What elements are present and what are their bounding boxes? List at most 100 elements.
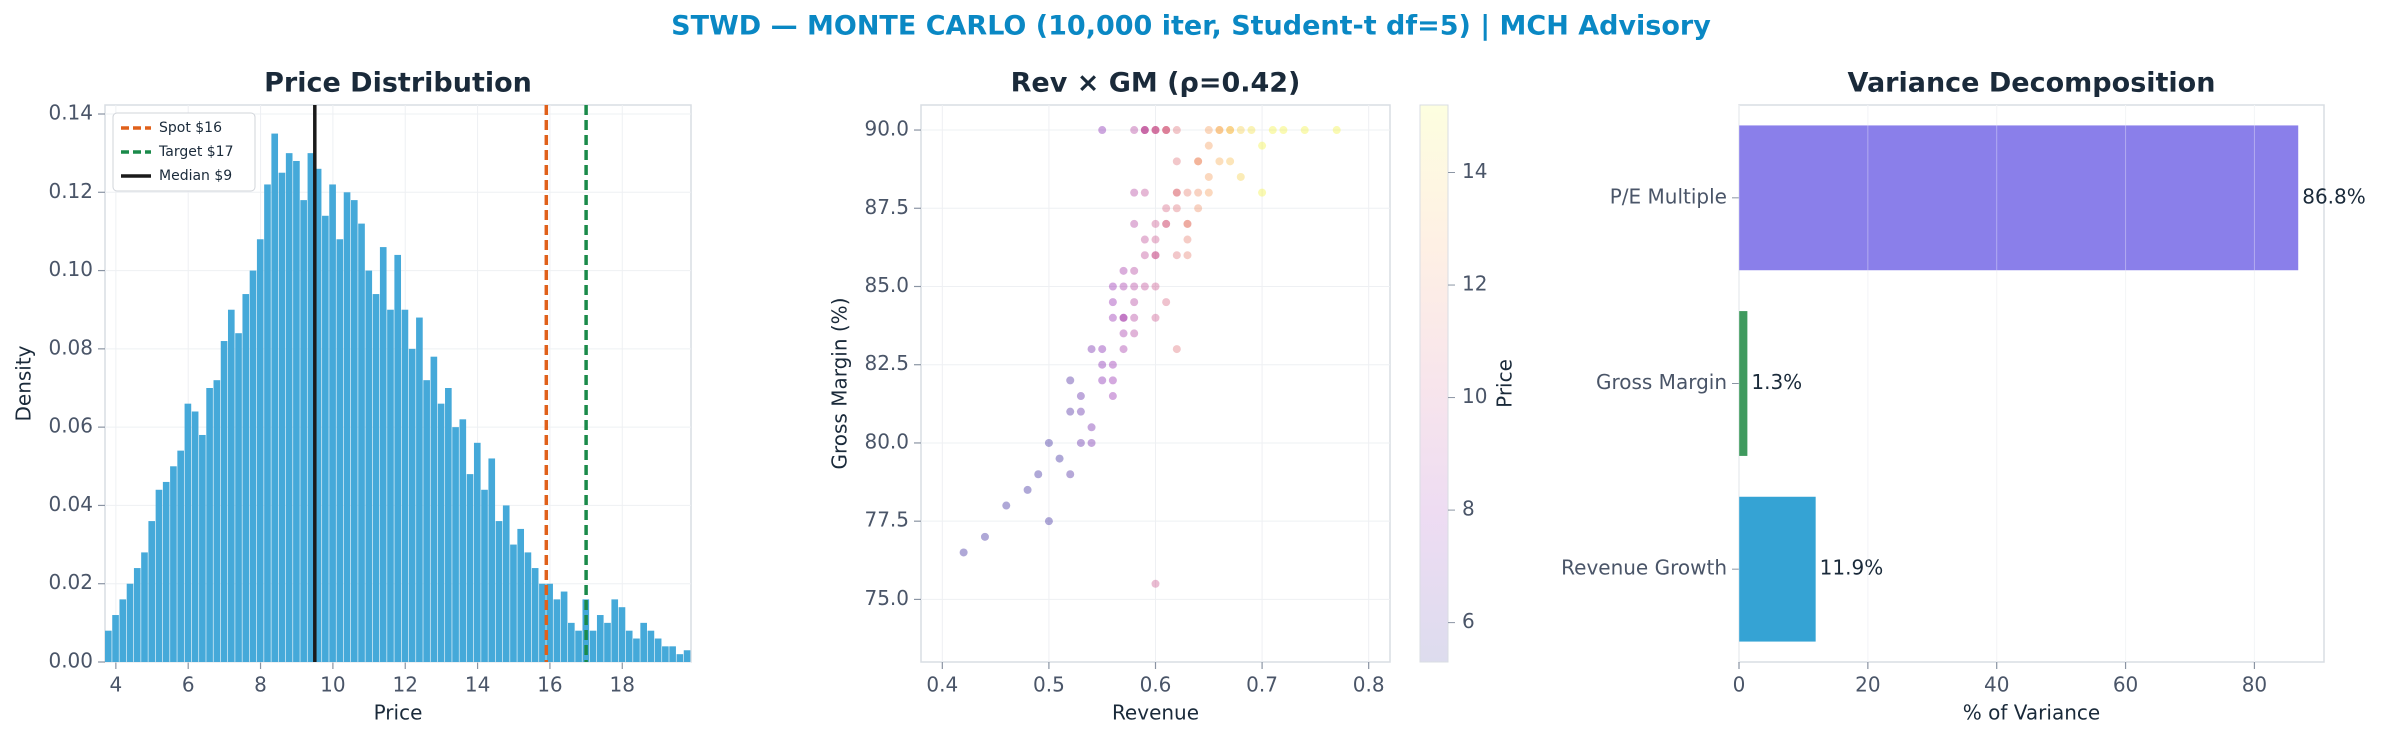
legend-label: Target $17 xyxy=(158,144,233,160)
bar xyxy=(235,333,242,662)
point xyxy=(1226,126,1235,135)
bar xyxy=(445,388,452,662)
point xyxy=(1300,126,1309,135)
bar xyxy=(184,403,192,662)
bar xyxy=(495,521,503,662)
point xyxy=(1204,126,1213,135)
x-tick-label: 0 xyxy=(1733,673,1746,697)
x-tick-label: 14 xyxy=(465,673,490,697)
point xyxy=(1098,376,1107,385)
bar xyxy=(314,168,322,662)
point xyxy=(1151,235,1160,244)
bar xyxy=(618,607,626,662)
x-tick-label: 0.4 xyxy=(926,673,958,697)
point xyxy=(1172,204,1181,213)
point xyxy=(1076,392,1085,401)
point xyxy=(1172,126,1181,135)
x-tick-label: 8 xyxy=(254,673,267,697)
x-tick-label: 0.5 xyxy=(1033,673,1065,697)
colorbar-tick-label: 10 xyxy=(1462,384,1487,408)
point xyxy=(1108,392,1117,401)
point xyxy=(1172,157,1181,166)
point xyxy=(1162,219,1171,228)
bar xyxy=(539,583,546,662)
colorbar-tick-label: 12 xyxy=(1462,272,1487,296)
value-label: 86.8% xyxy=(2302,184,2366,208)
y-tick-label: Revenue Growth xyxy=(1561,556,1727,580)
point xyxy=(1098,345,1107,354)
point xyxy=(1130,219,1139,228)
bar xyxy=(329,184,336,662)
bar xyxy=(285,153,293,663)
point xyxy=(1247,126,1256,135)
point xyxy=(1108,360,1117,369)
legend-label: Median $9 xyxy=(159,168,232,184)
bar xyxy=(408,348,416,662)
point xyxy=(1151,126,1160,135)
x-tick-label: 4 xyxy=(109,673,122,697)
point xyxy=(1162,126,1171,135)
point xyxy=(1130,188,1139,197)
bar xyxy=(170,466,177,662)
colorbar-tick-label: 6 xyxy=(1462,609,1475,633)
bar xyxy=(647,630,655,662)
point xyxy=(1162,298,1171,307)
bar xyxy=(343,192,351,662)
point xyxy=(1087,345,1096,354)
bar xyxy=(466,474,474,662)
x-tick-label: 60 xyxy=(2113,673,2138,697)
y-axis-label: Density xyxy=(12,345,36,421)
bar xyxy=(256,239,264,662)
x-axis-label: Revenue xyxy=(1112,701,1199,725)
bar xyxy=(437,403,445,662)
bar xyxy=(676,654,684,662)
point xyxy=(959,548,968,557)
bar xyxy=(155,489,163,662)
point xyxy=(1204,141,1213,150)
bar xyxy=(502,505,510,662)
bar xyxy=(191,411,199,662)
point xyxy=(1172,251,1181,260)
bar xyxy=(162,481,170,662)
point xyxy=(1226,126,1235,135)
x-tick-label: 20 xyxy=(1855,673,1880,697)
x-tick-label: 16 xyxy=(537,673,562,697)
legend xyxy=(112,112,256,192)
point xyxy=(1172,345,1181,354)
bar xyxy=(452,427,459,662)
point xyxy=(1151,313,1160,322)
y-tick-label: Gross Margin xyxy=(1596,370,1727,394)
point xyxy=(1332,126,1341,135)
point xyxy=(1140,282,1149,291)
bar xyxy=(293,160,300,662)
value-label: 11.9% xyxy=(1820,556,1884,580)
bar xyxy=(625,630,633,662)
point xyxy=(1066,376,1075,385)
x-axis-label: Price xyxy=(374,701,423,725)
point xyxy=(1130,266,1139,275)
point xyxy=(1119,313,1128,322)
x-tick-label: 18 xyxy=(610,673,635,697)
point xyxy=(1194,157,1203,166)
point xyxy=(1108,298,1117,307)
bar xyxy=(1739,496,1816,642)
bar xyxy=(358,223,365,663)
point xyxy=(1215,126,1224,135)
point xyxy=(1140,126,1149,135)
point xyxy=(1076,407,1085,416)
point xyxy=(1066,470,1075,479)
bar xyxy=(242,294,250,662)
bar xyxy=(669,646,676,662)
bar xyxy=(481,489,488,662)
bar xyxy=(683,650,691,662)
point xyxy=(1119,282,1128,291)
bar xyxy=(1739,125,2299,271)
point xyxy=(1215,157,1224,166)
point xyxy=(1162,204,1171,213)
point xyxy=(1140,126,1149,135)
bar xyxy=(336,239,344,662)
bar xyxy=(517,528,525,662)
y-tick-label: 87.5 xyxy=(864,195,909,219)
y-tick-label: 0.08 xyxy=(48,335,93,359)
bar xyxy=(604,622,611,662)
